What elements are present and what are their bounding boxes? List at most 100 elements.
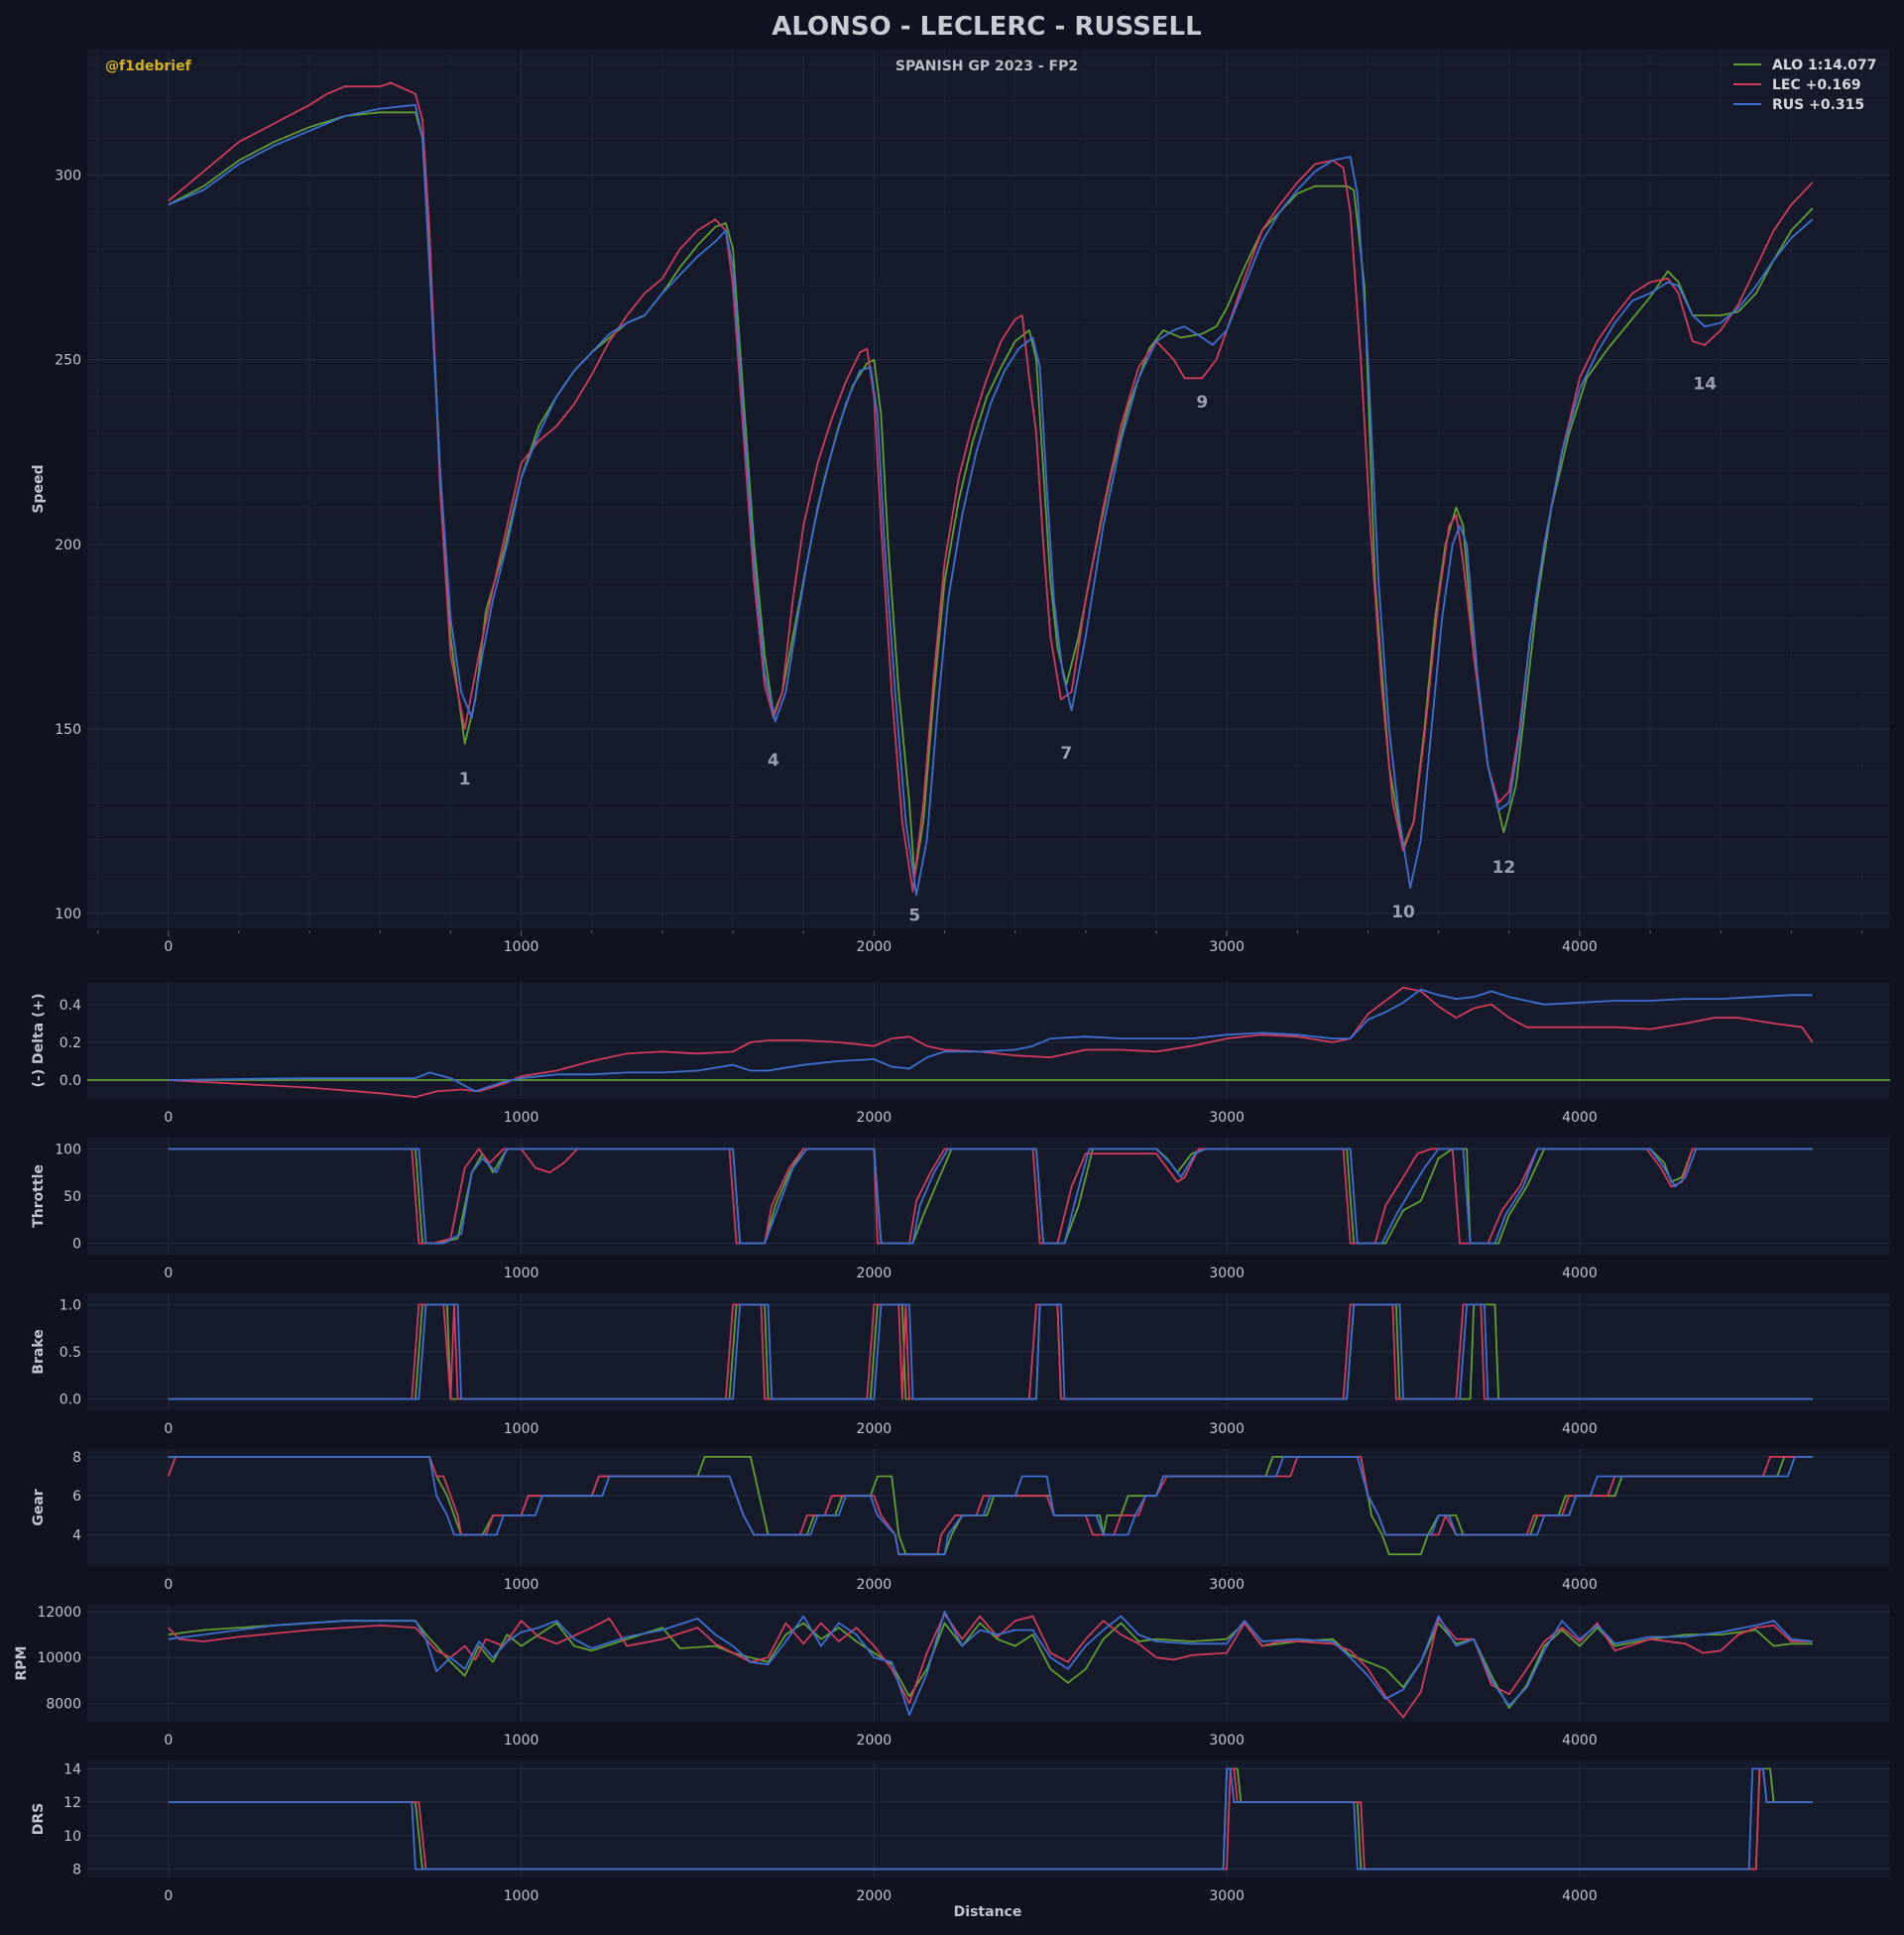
y-tick-label: 100: [55, 907, 81, 922]
panel-background: [87, 1760, 1890, 1877]
series-line-lec: [168, 81, 1814, 893]
x-tick-label: 3000: [1209, 1110, 1245, 1126]
corner-label: 14: [1693, 374, 1717, 394]
x-tick-label: 1000: [504, 1421, 539, 1437]
panel-gear: 4 6 8 0 1000 2000 3000 4000 Gear: [31, 1449, 1890, 1593]
x-tick-label: 2000: [857, 1733, 892, 1749]
series-line-rus: [168, 1148, 1813, 1245]
series-group: [168, 1303, 1813, 1400]
series-group: [168, 81, 1814, 897]
watermark-handle: @f1debrief: [105, 59, 192, 74]
x-tick-label: 1000: [504, 1266, 539, 1281]
series-line-rus: [168, 1767, 1813, 1871]
y-tick-label: 8000: [46, 1696, 81, 1712]
chart-title: ALONSO - LECLERC - RUSSELL: [772, 12, 1201, 42]
series-line-rus: [168, 1303, 1813, 1400]
x-tick-label: 3000: [1209, 1577, 1245, 1593]
legend: ALO 1:14.077 LEC +0.169 RUS +0.315: [1733, 58, 1876, 113]
x-tick-label: 3000: [1209, 1421, 1245, 1437]
y-tick-label: 0.0: [60, 1392, 81, 1408]
x-tick-label: 0: [164, 1733, 173, 1749]
panel-background: [87, 1449, 1890, 1566]
x-axis-label: Distance: [954, 1904, 1022, 1920]
x-tick-label: 0: [164, 1421, 173, 1437]
y-tick-label: 6: [72, 1489, 81, 1505]
y-axis-label: Gear: [31, 1489, 47, 1525]
x-tick-label: 1000: [504, 1577, 539, 1593]
panel-delta: 0.0 0.2 0.4 0 1000 2000 3000 4000 (-) Delta (+): [31, 982, 1890, 1126]
x-tick-label: 3000: [1209, 1733, 1245, 1749]
series-line-rus: [168, 988, 1813, 1093]
x-tick-label: 4000: [1562, 1266, 1598, 1281]
series-line-rus: [168, 103, 1814, 897]
corner-label: 7: [1060, 744, 1072, 764]
series-group: [87, 986, 1890, 1098]
series-group: [167, 1456, 1813, 1556]
series-line-rus: [168, 1456, 1813, 1556]
series-line-lec: [168, 1613, 1813, 1719]
corner-label: 5: [908, 907, 920, 926]
panel-rpm: 8000 10000 12000 0 1000 2000 3000 4000 RPM: [14, 1605, 1890, 1749]
x-tick-label: 4000: [1562, 1733, 1598, 1749]
panel-background: [87, 982, 1890, 1099]
y-axis-label: Throttle: [31, 1164, 47, 1228]
series-group: [168, 1611, 1813, 1719]
x-tick-label: 0: [164, 1110, 173, 1126]
x-tick-label: 4000: [1562, 1421, 1598, 1437]
y-tick-label: 0.4: [60, 998, 81, 1014]
y-axis-label: RPM: [14, 1646, 30, 1681]
x-tick-label: 1000: [504, 1733, 539, 1749]
x-tick-label: 0: [164, 1888, 173, 1904]
x-tick-label: 0: [164, 1266, 173, 1281]
legend-label-rus: RUS +0.315: [1772, 97, 1864, 113]
x-tick-label: 2000: [857, 1421, 892, 1437]
y-tick-label: 1.0: [60, 1297, 81, 1313]
panel-background: [87, 50, 1890, 928]
x-tick-label: 2000: [857, 1577, 892, 1593]
x-tick-label: 0: [164, 939, 173, 955]
series-group: [168, 1767, 1813, 1871]
chart-subtitle: SPANISH GP 2023 - FP2: [895, 59, 1078, 74]
y-tick-label: 12: [63, 1795, 81, 1811]
y-tick-label: 8: [72, 1863, 81, 1878]
y-tick-label: 12000: [37, 1605, 81, 1621]
x-tick-label: 3000: [1209, 1266, 1245, 1281]
y-tick-label: 10: [63, 1829, 81, 1845]
y-tick-label: 50: [63, 1189, 81, 1205]
panel-brake: 0.0 0.5 1.0 0 1000 2000 3000 4000 Brake: [31, 1293, 1890, 1437]
corner-label: 1: [459, 770, 471, 789]
corner-label: 9: [1196, 393, 1208, 413]
y-tick-label: 100: [55, 1142, 81, 1157]
x-tick-label: 4000: [1562, 1888, 1598, 1904]
x-tick-label: 0: [164, 1577, 173, 1593]
legend-label-alo: ALO 1:14.077: [1772, 58, 1876, 73]
y-tick-label: 0.2: [60, 1035, 81, 1051]
x-tick-label: 3000: [1209, 939, 1245, 955]
y-axis-label: DRS: [31, 1803, 47, 1835]
x-tick-label: 1000: [504, 1888, 539, 1904]
y-tick-label: 8: [72, 1450, 81, 1466]
x-tick-label: 4000: [1562, 1577, 1598, 1593]
x-tick-label: 3000: [1209, 1888, 1245, 1904]
panel-drs: 8 10 12 14 0 1000 2000 3000 4000 DRS: [31, 1760, 1890, 1904]
y-axis-label: (-) Delta (+): [31, 994, 47, 1088]
panel-background: [87, 1605, 1890, 1722]
x-tick-label: 1000: [504, 939, 539, 955]
y-tick-label: 4: [72, 1528, 81, 1544]
y-tick-label: 200: [55, 538, 81, 553]
legend-label-lec: LEC +0.169: [1772, 77, 1861, 93]
y-tick-label: 150: [55, 722, 81, 738]
y-tick-label: 0: [72, 1237, 81, 1253]
y-tick-label: 300: [55, 169, 81, 184]
series-group: [168, 1148, 1813, 1245]
x-tick-label: 4000: [1562, 939, 1598, 955]
y-axis-label: Speed: [31, 464, 47, 513]
corner-label: 10: [1391, 903, 1415, 922]
x-tick-label: 4000: [1562, 1110, 1598, 1126]
x-tick-label: 2000: [857, 1888, 892, 1904]
corner-label: 12: [1492, 858, 1516, 878]
